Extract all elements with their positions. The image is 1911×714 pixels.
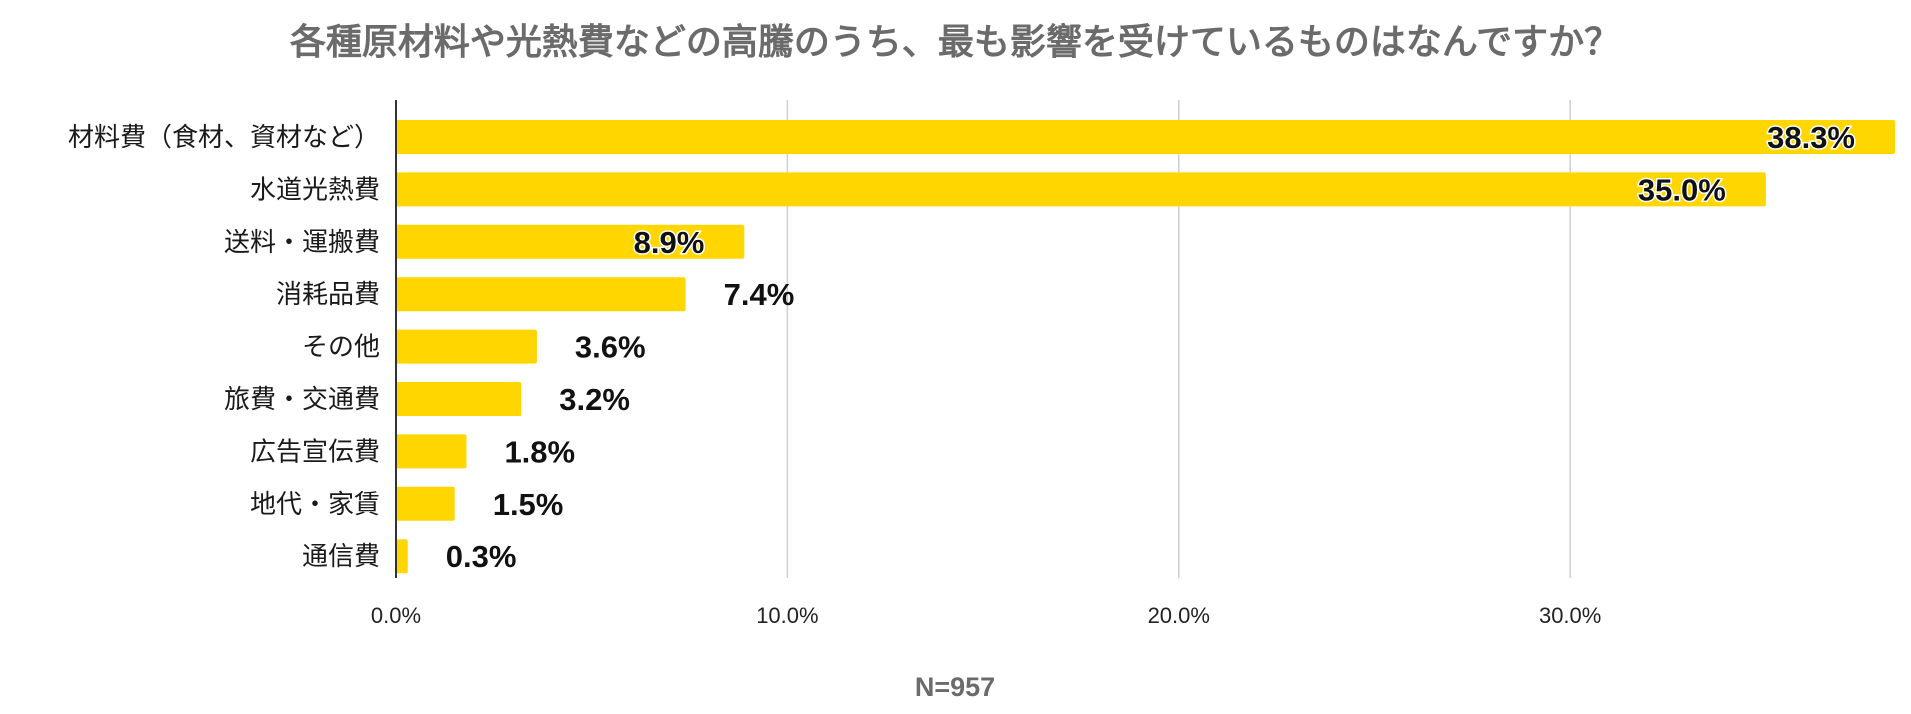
bar bbox=[396, 120, 1895, 154]
data-labels: 38.3% 35.0% 8.9% 7.4% 3.6% 3.2% 1.8% 1.5% 0.3% bbox=[446, 119, 1857, 575]
x-tick-label: 0.0% bbox=[371, 603, 421, 628]
bar bbox=[396, 382, 522, 416]
x-tick-label: 10.0% bbox=[756, 603, 818, 628]
x-tick-label: 30.0% bbox=[1539, 603, 1601, 628]
category-label: その他 bbox=[302, 333, 380, 363]
sample-size-note: N=957 bbox=[915, 672, 995, 702]
data-label: 0.3% bbox=[446, 539, 517, 574]
bar bbox=[396, 172, 1766, 207]
bar bbox=[396, 486, 455, 521]
data-label: 38.3% bbox=[1767, 120, 1855, 155]
data-label: 1.5% bbox=[493, 487, 564, 522]
data-label: 3.6% bbox=[575, 330, 646, 365]
x-tick-label: 20.0% bbox=[1148, 603, 1210, 628]
category-label: 旅費・交通費 bbox=[224, 385, 380, 415]
category-label: 消耗品費 bbox=[276, 280, 380, 310]
data-label: 7.4% bbox=[724, 277, 795, 312]
category-label: 通信費 bbox=[302, 542, 380, 572]
data-label: 8.9% bbox=[634, 225, 705, 260]
bars bbox=[396, 120, 1895, 574]
data-label: 1.8% bbox=[504, 434, 575, 469]
bar bbox=[396, 329, 537, 364]
bar bbox=[396, 277, 686, 312]
category-label: 送料・運搬費 bbox=[224, 228, 380, 258]
data-label: 35.0% bbox=[1638, 172, 1726, 207]
category-labels: 材料費（食材、資材など） 水道光熱費送料・運搬費消耗品費その他旅費・交通費広告宣伝… bbox=[68, 123, 380, 572]
bar bbox=[396, 539, 408, 574]
bar bbox=[396, 434, 467, 469]
category-label: 材料費（食材、資材など） bbox=[68, 123, 380, 153]
category-label: 水道光熱費 bbox=[250, 175, 380, 205]
bar bbox=[396, 224, 745, 259]
x-tick-labels: 0.0% 10.0% 20.0% 30.0% bbox=[371, 603, 1601, 628]
category-label: 地代・家賃 bbox=[250, 490, 380, 520]
gridlines bbox=[786, 100, 1571, 578]
data-label: 3.2% bbox=[559, 382, 630, 417]
chart-title: 各種原材料や光熱費などの高騰のうち、最も影響を受けているものはなんですか？ bbox=[290, 21, 1620, 63]
category-label: 広告宣伝費 bbox=[250, 437, 380, 467]
